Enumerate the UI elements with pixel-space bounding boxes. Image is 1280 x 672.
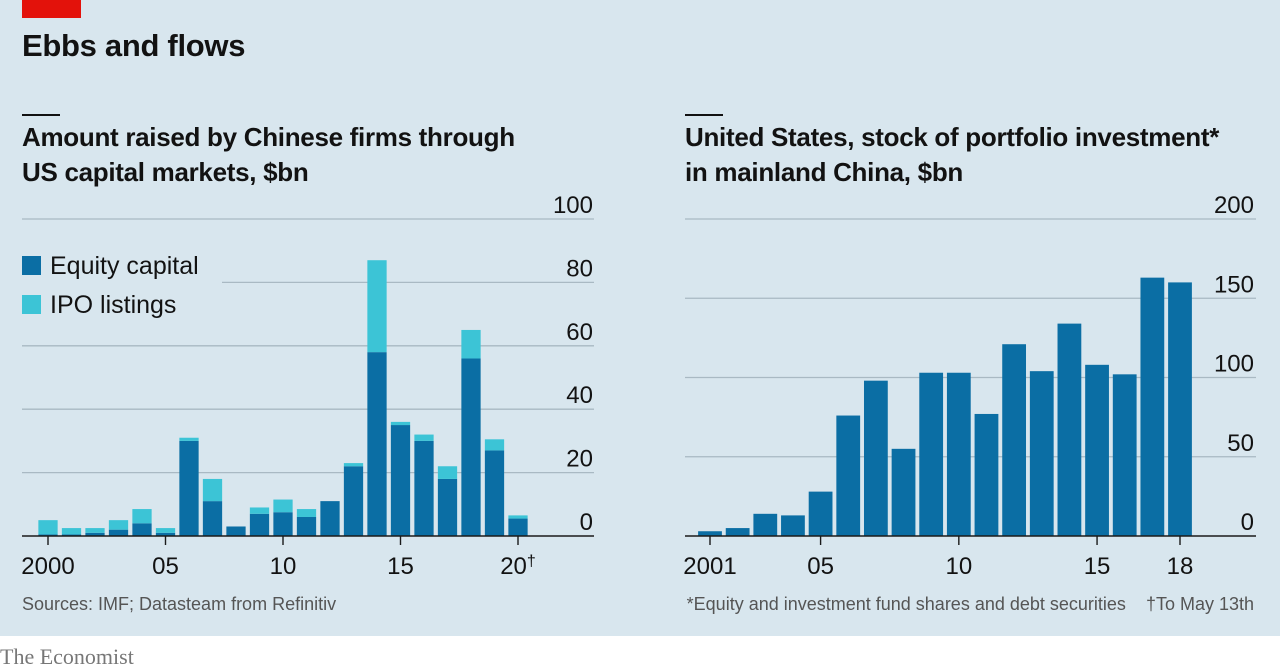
left-chart-bar-secondary bbox=[461, 329, 481, 359]
right-chart-y-tick-label: 150 bbox=[1214, 271, 1254, 298]
left-chart-bar-secondary bbox=[202, 478, 223, 502]
right-chart-x-tick-label: 10 bbox=[945, 553, 972, 580]
portfolio-investment-chart: 0 50 100 150 200 2001 05 10 15 18 bbox=[683, 192, 1256, 580]
left-chart-bar-secondary bbox=[508, 515, 528, 519]
right-chart-bar-primary bbox=[919, 372, 944, 536]
left-chart-bar-secondary bbox=[61, 528, 82, 535]
right-chart-y-tick-label: 0 bbox=[1241, 509, 1254, 536]
page-title: Ebbs and flows bbox=[22, 28, 246, 63]
left-chart-bar-secondary bbox=[108, 520, 129, 530]
left-chart-bar-primary bbox=[226, 526, 246, 536]
left-chart-bar-secondary bbox=[296, 509, 317, 517]
left-chart-x-tick-label: 2000 bbox=[21, 553, 74, 580]
left-chart-bar-primary bbox=[273, 512, 293, 536]
left-chart-bar-primary bbox=[296, 516, 317, 536]
left-chart-bar-primary bbox=[390, 425, 411, 536]
title-rule-right bbox=[685, 114, 723, 116]
right-chart-bar-primary bbox=[836, 415, 861, 536]
left-chart-bar-secondary bbox=[484, 439, 505, 451]
right-chart-y-tick-label: 200 bbox=[1214, 192, 1254, 219]
left-chart-bar-primary bbox=[202, 501, 223, 536]
economist-logo: The Economist bbox=[0, 644, 134, 669]
left-chart-bar-secondary bbox=[390, 421, 411, 426]
left-chart-bar-secondary bbox=[155, 528, 176, 533]
right-chart-x-tick-label: 15 bbox=[1084, 553, 1111, 580]
left-chart-bar-primary bbox=[85, 532, 105, 536]
right-chart-bar-primary bbox=[781, 515, 805, 536]
right-chart-bar-primary bbox=[725, 528, 750, 536]
left-chart-bar-secondary bbox=[179, 437, 199, 441]
right-chart-bar-primary bbox=[1085, 364, 1109, 536]
left-chart-y-tick-label: 60 bbox=[566, 319, 593, 346]
brand-tag bbox=[22, 0, 81, 18]
chart-card: Ebbs and flows Amount raised by Chinese … bbox=[0, 0, 1280, 636]
left-chart-bar-primary bbox=[179, 440, 199, 536]
legend-label: IPO listings bbox=[50, 291, 176, 319]
left-chart-bar-primary bbox=[108, 529, 129, 536]
chart-title-right-line1: United States, stock of portfolio invest… bbox=[685, 122, 1220, 152]
chart-title-right: United States, stock of portfolio invest… bbox=[685, 120, 1219, 190]
left-chart-bar-secondary bbox=[343, 463, 364, 467]
right-chart-x-tick-label: 18 bbox=[1167, 553, 1194, 580]
right-chart-bar-primary bbox=[808, 491, 833, 536]
left-chart-bar-secondary bbox=[38, 520, 58, 535]
right-chart-bar-primary bbox=[1140, 277, 1165, 536]
title-rule-left bbox=[22, 114, 60, 116]
right-chart-bar-primary bbox=[863, 380, 888, 536]
left-chart-x-tick-suffix: † bbox=[527, 553, 536, 570]
left-chart-bar-secondary bbox=[85, 528, 105, 533]
footnote-asterisk: *Equity and investment fund shares and d… bbox=[686, 594, 1126, 614]
right-chart-bar-primary bbox=[1029, 371, 1054, 536]
right-chart-bar-primary bbox=[1168, 282, 1192, 536]
right-chart-x-tick-label: 2001 bbox=[683, 553, 736, 580]
left-chart-bar-primary bbox=[484, 450, 505, 536]
left-chart-x-tick-label: 10 bbox=[270, 553, 297, 580]
chart-title-left-line2: US capital markets, $bn bbox=[22, 157, 309, 187]
left-chart-bar-primary bbox=[367, 352, 387, 536]
right-chart-bar-primary bbox=[1057, 323, 1082, 536]
left-chart-bar-secondary bbox=[367, 260, 387, 353]
right-chart-y-tick-label: 100 bbox=[1214, 351, 1254, 378]
left-chart-y-tick-label: 100 bbox=[553, 192, 593, 219]
left-chart-bar-primary bbox=[155, 532, 176, 536]
left-chart-x-tick-label: 15 bbox=[387, 553, 414, 580]
left-chart-bar-primary bbox=[508, 518, 528, 536]
left-chart-y-tick-label: 0 bbox=[580, 509, 593, 536]
right-chart-bar-primary bbox=[946, 372, 971, 536]
left-chart-bar-secondary bbox=[437, 466, 458, 479]
right-chart-bar-primary bbox=[891, 448, 916, 536]
left-chart-bar-primary bbox=[461, 358, 481, 536]
left-chart-bar-secondary bbox=[273, 499, 293, 513]
left-chart-bar-primary bbox=[414, 440, 434, 536]
right-chart-bar-primary bbox=[974, 413, 999, 536]
left-chart-bar-secondary bbox=[414, 434, 434, 441]
right-chart-bar-primary bbox=[1112, 374, 1137, 536]
right-chart-bar-primary bbox=[753, 513, 778, 536]
left-chart-bar-secondary bbox=[249, 507, 270, 514]
left-chart-x-tick-label: 05 bbox=[152, 553, 179, 580]
chart-title-right-line2: in mainland China, $bn bbox=[685, 157, 963, 187]
right-chart-y-tick-label: 50 bbox=[1227, 430, 1254, 457]
left-chart-bar-primary bbox=[249, 513, 270, 536]
right-chart-x-tick-label: 05 bbox=[807, 553, 834, 580]
legend-label: Equity capital bbox=[50, 252, 199, 280]
left-chart-bar-primary bbox=[437, 478, 458, 536]
source-note: Sources: IMF; Datasteam from Refinitiv bbox=[22, 594, 337, 614]
left-chart-bar-primary bbox=[343, 466, 364, 536]
legend-swatch bbox=[22, 295, 41, 314]
left-chart-bar-secondary bbox=[132, 509, 152, 524]
chart-title-left-line1: Amount raised by Chinese firms through bbox=[22, 122, 515, 152]
left-chart-y-tick-label: 40 bbox=[566, 382, 593, 409]
left-chart-y-tick-label: 20 bbox=[566, 446, 593, 473]
left-chart-y-tick-label: 80 bbox=[566, 255, 593, 282]
footnote-dagger: †To May 13th bbox=[1145, 594, 1254, 614]
right-chart-bar-primary bbox=[1002, 344, 1027, 536]
legend-swatch bbox=[22, 256, 41, 275]
footnote: *Equity and investment fund shares and d… bbox=[687, 594, 1254, 615]
left-chart-bar-primary bbox=[132, 523, 152, 536]
left-chart-bar-primary bbox=[320, 501, 340, 536]
right-chart-bar-primary bbox=[698, 531, 722, 536]
chart-title-left: Amount raised by Chinese firms through U… bbox=[22, 120, 515, 190]
